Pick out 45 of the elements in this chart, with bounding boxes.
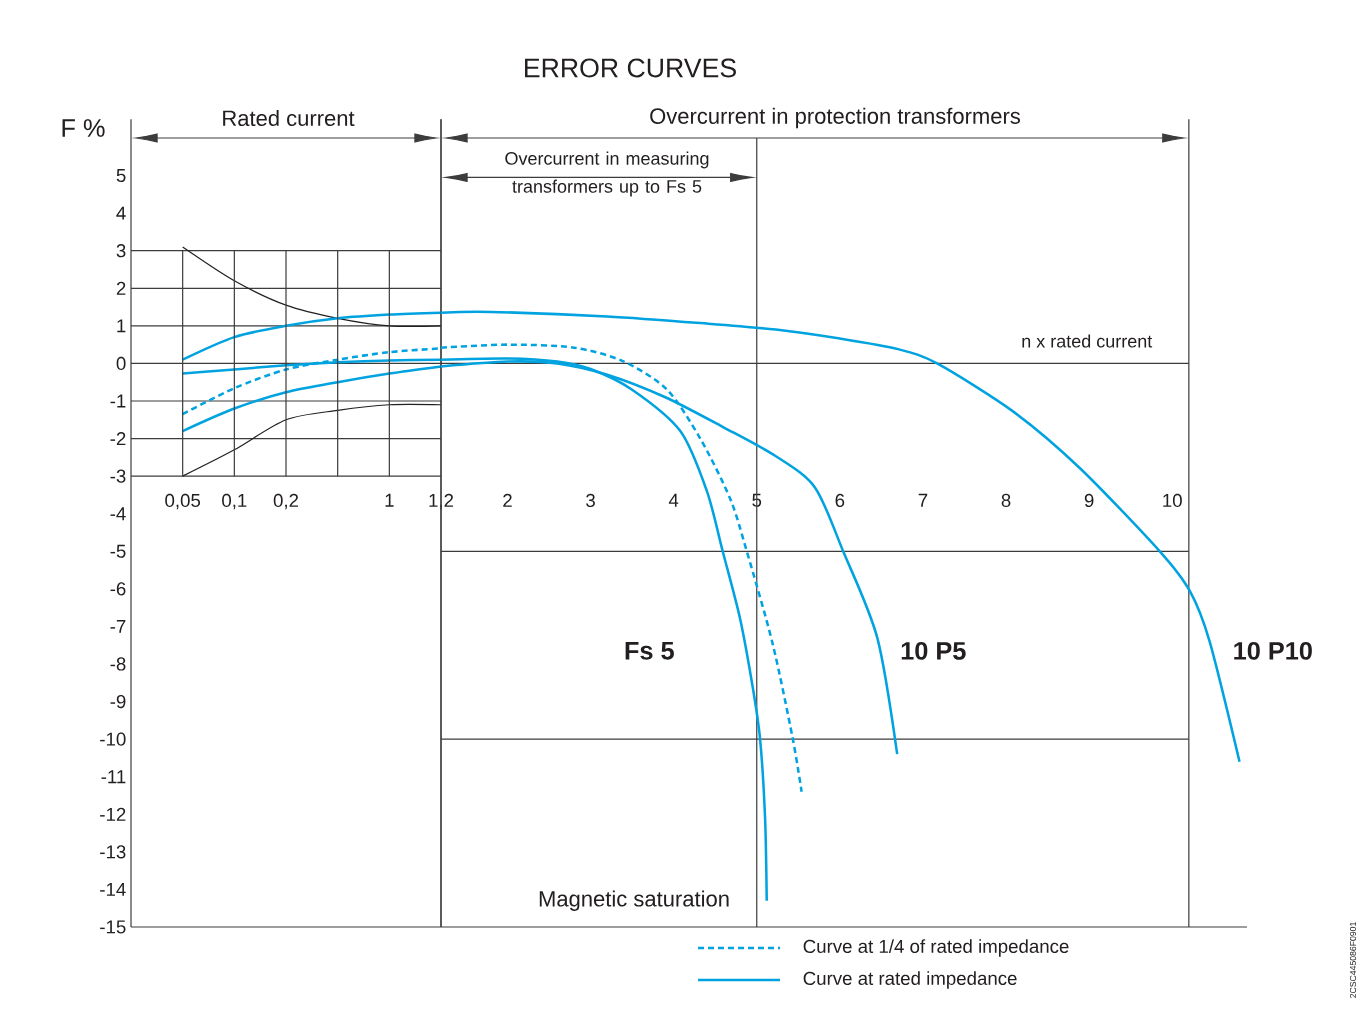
text: 2CSC445086F0901	[1349, 922, 1357, 998]
text: Overcurrent in protection transformers	[650, 107, 1020, 129]
y-tick-label: 2	[116, 281, 126, 295]
y-tick-label: 4	[116, 206, 126, 220]
y-tick-label: -8	[110, 657, 126, 671]
y-tick-label: -2	[110, 432, 126, 446]
y-tick-label: -13	[100, 845, 126, 859]
text: Curve at rated impedance	[803, 971, 1017, 989]
x-tick-label: 2	[503, 493, 512, 507]
y-tick-label: -15	[100, 920, 126, 934]
y-tick-label: 0	[116, 356, 126, 371]
x-tick-label: 3	[586, 493, 595, 508]
x-tick-label: 4	[668, 493, 679, 507]
y-tick-label: -7	[110, 620, 126, 633]
y-tick-label: 5	[116, 169, 126, 183]
x-tick-label: 10	[1163, 493, 1182, 508]
y-tick-label: -4	[110, 507, 126, 521]
y-tick-label: -10	[100, 732, 126, 746]
x-axis-title: n x rated current	[1022, 334, 1153, 348]
y-axis-title: F %	[62, 119, 105, 137]
y-tick-label: -1	[110, 394, 126, 408]
x-tick-label: 0,2	[273, 493, 299, 510]
x-tick-label: 9	[1084, 493, 1094, 508]
x-tick-label: 1	[385, 493, 394, 507]
x-tick-label: 8	[1001, 493, 1011, 508]
y-tick-label: 1	[117, 319, 126, 333]
text: Rated current	[223, 109, 355, 127]
annotation: Magnetic saturation	[539, 890, 729, 911]
chart-title: ERROR CURVES	[525, 58, 736, 78]
text: Curve at 1/4 of rated impedance	[803, 939, 1069, 957]
series-label: 10 P10	[1234, 641, 1312, 660]
text: Fs 5	[625, 642, 674, 660]
x-tick-label: 6	[835, 493, 845, 508]
y-tick-label: -12	[100, 807, 126, 821]
y-tick-label: -11	[101, 770, 126, 784]
x-tick-label: 7	[918, 493, 928, 507]
y-tick-label: -6	[110, 582, 126, 596]
x-tick-label: 0,05	[165, 493, 201, 510]
y-tick-label: -3	[110, 469, 126, 483]
series-label: 10 P5	[901, 641, 966, 660]
x-tick-label: 0,1	[222, 493, 247, 510]
y-tick-label: 3	[116, 244, 126, 258]
y-tick-label: -5	[110, 544, 126, 558]
y-tick-label: -14	[100, 883, 126, 896]
y-tick-label: -9	[110, 694, 126, 709]
